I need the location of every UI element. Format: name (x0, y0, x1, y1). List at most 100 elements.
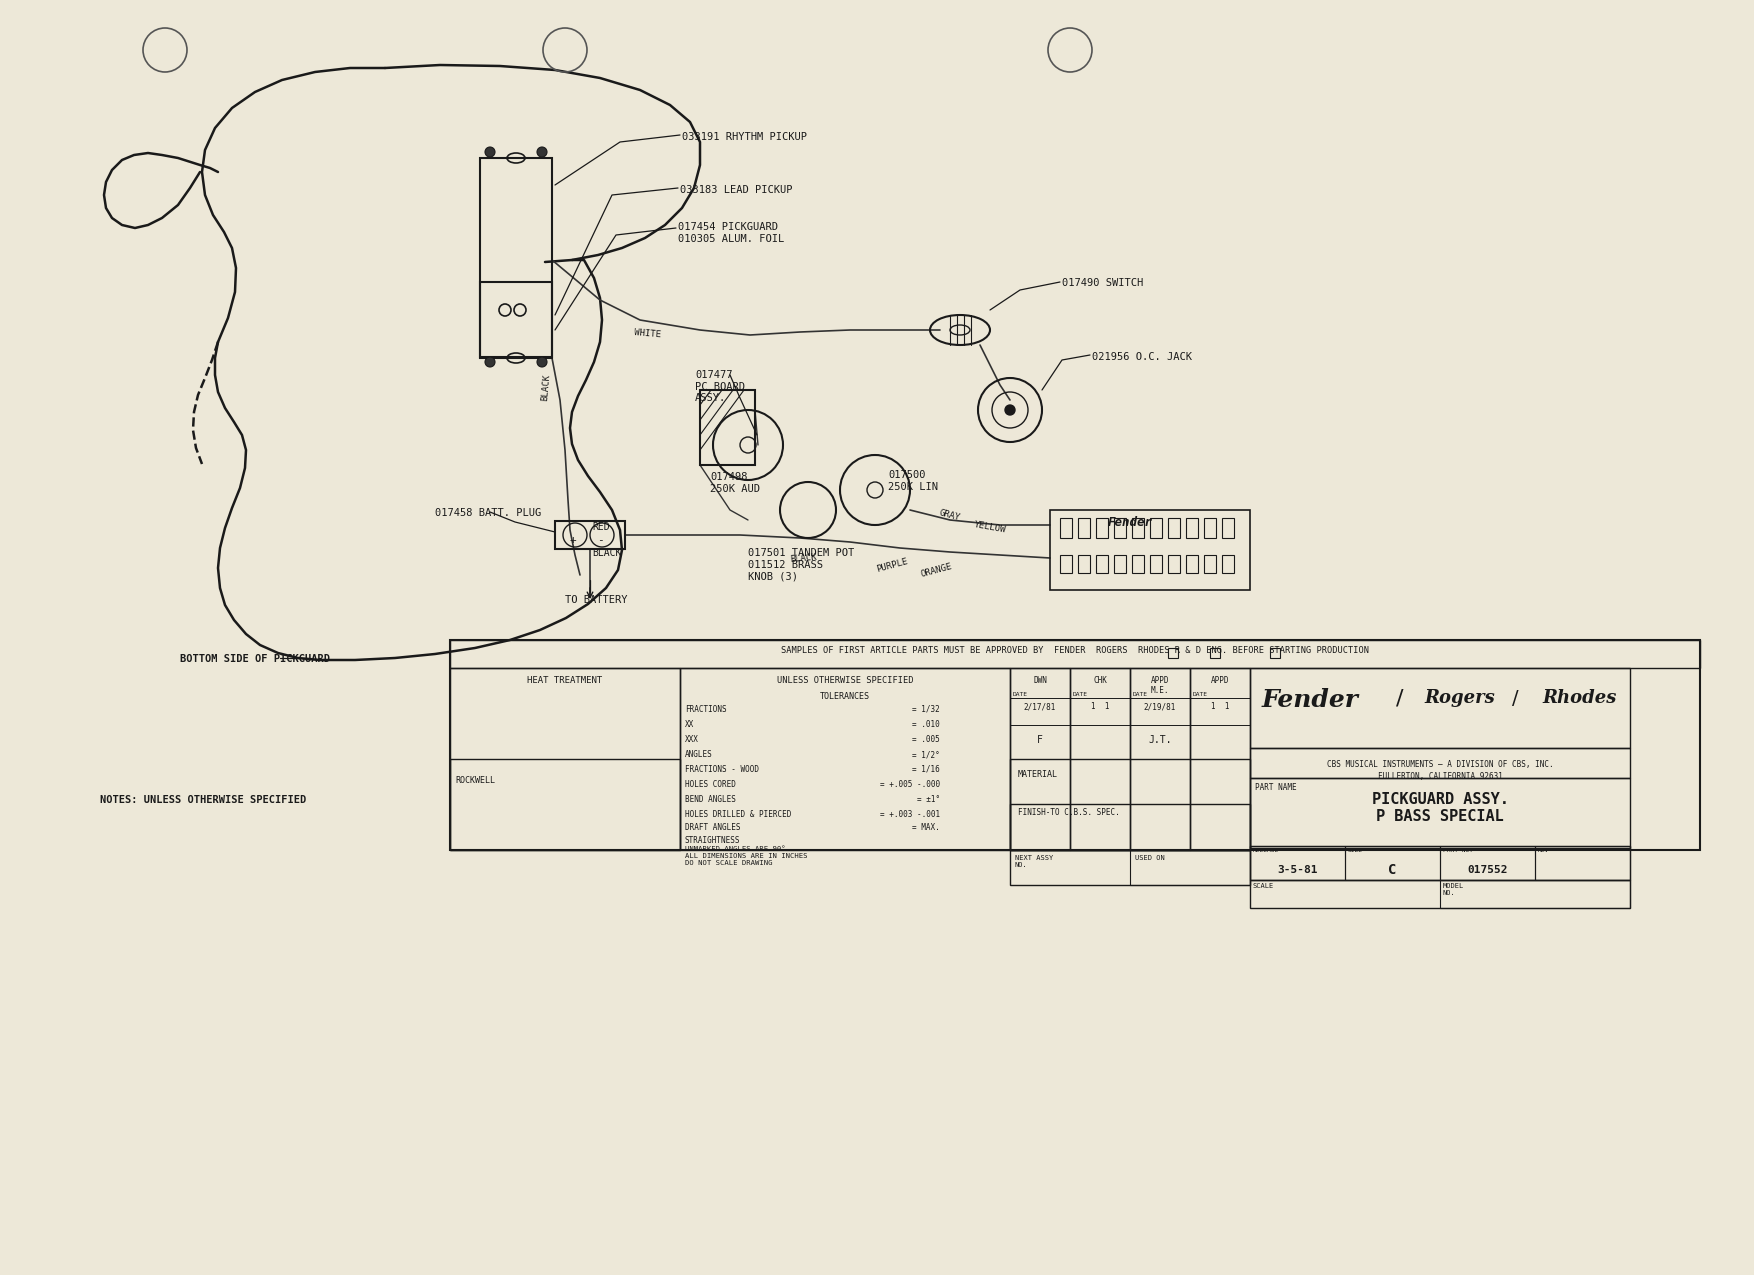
Circle shape (1005, 405, 1016, 414)
Bar (681, 668, 1010, 850)
Bar (1210, 648, 1221, 658)
Bar (1096, 518, 1109, 538)
Text: FINISH-TO C.B.S. SPEC.: FINISH-TO C.B.S. SPEC. (1017, 808, 1119, 817)
Circle shape (537, 147, 547, 157)
Bar (1270, 648, 1280, 658)
Text: DWN: DWN (1033, 676, 1047, 685)
Bar (451, 668, 681, 850)
Bar (1131, 518, 1144, 538)
Text: 017490 SWITCH: 017490 SWITCH (1061, 278, 1144, 288)
Bar (1010, 668, 1070, 850)
Bar (1059, 555, 1072, 572)
Text: ROCKWELL: ROCKWELL (454, 776, 495, 785)
Bar (1251, 847, 1629, 880)
Text: USED ON: USED ON (1135, 856, 1165, 861)
Text: BLACK: BLACK (789, 552, 817, 564)
Bar (1251, 748, 1629, 778)
Text: UNLESS OTHERWISE SPECIFIED: UNLESS OTHERWISE SPECIFIED (777, 676, 914, 685)
Bar (1114, 555, 1126, 572)
Text: = .010: = .010 (912, 720, 940, 729)
Text: PICKGUARD ASSY.
P BASS SPECIAL: PICKGUARD ASSY. P BASS SPECIAL (1372, 792, 1508, 824)
Circle shape (486, 147, 495, 157)
Text: C: C (1389, 863, 1396, 877)
Text: WHITE: WHITE (635, 328, 661, 339)
Bar (1010, 850, 1251, 885)
Text: ANGLES: ANGLES (686, 750, 712, 759)
Text: HEAT TREATMENT: HEAT TREATMENT (528, 676, 603, 685)
Text: STRAIGHTNESS: STRAIGHTNESS (686, 836, 740, 845)
Text: 2/17/81: 2/17/81 (1024, 703, 1056, 711)
Bar (1130, 850, 1251, 885)
Text: Rhodes: Rhodes (1544, 688, 1617, 708)
Text: 017477
PC BOARD
ASSY.: 017477 PC BOARD ASSY. (695, 370, 745, 403)
Bar (1168, 518, 1180, 538)
Text: RELEASE: RELEASE (1252, 848, 1279, 853)
Text: 017498
250K AUD: 017498 250K AUD (710, 472, 759, 493)
Bar (1096, 555, 1109, 572)
Bar (700, 390, 754, 465)
Bar (1251, 778, 1629, 848)
Text: Fender: Fender (1261, 688, 1358, 711)
Bar (1070, 668, 1130, 850)
Text: F: F (1037, 734, 1044, 745)
Text: XXX: XXX (686, 734, 698, 745)
Text: BEND ANGLES: BEND ANGLES (686, 796, 737, 805)
Text: ORANGE: ORANGE (921, 562, 954, 579)
Text: PURPLE: PURPLE (875, 557, 909, 574)
Text: GRAY: GRAY (938, 507, 961, 523)
Text: DATE: DATE (1133, 692, 1149, 697)
Bar (1010, 759, 1251, 850)
Bar (1251, 847, 1345, 880)
Bar (451, 759, 681, 850)
Text: HOLES DRILLED & PIERCED: HOLES DRILLED & PIERCED (686, 810, 791, 819)
Text: FRACTIONS - WOOD: FRACTIONS - WOOD (686, 765, 759, 774)
Text: RED: RED (593, 521, 610, 532)
Text: Rogers: Rogers (1424, 688, 1496, 708)
Text: YELLOW: YELLOW (973, 520, 1007, 534)
Text: MATERIAL: MATERIAL (1017, 770, 1058, 779)
Bar (1251, 880, 1629, 908)
Bar (1168, 555, 1180, 572)
Text: BLACK: BLACK (593, 548, 621, 558)
Text: = 1/32: = 1/32 (912, 705, 940, 714)
Bar (1186, 518, 1198, 538)
Bar (1130, 668, 1189, 850)
Text: = MAX.: = MAX. (912, 822, 940, 833)
Text: DATE: DATE (1193, 692, 1209, 697)
Bar (1535, 847, 1629, 880)
Text: CBS MUSICAL INSTRUMENTS — A DIVISION OF CBS, INC.: CBS MUSICAL INSTRUMENTS — A DIVISION OF … (1326, 760, 1554, 770)
Bar (1010, 805, 1251, 850)
Bar (1203, 555, 1216, 572)
Text: +: + (570, 536, 577, 544)
Bar (1079, 518, 1089, 538)
Text: J.T.: J.T. (1149, 734, 1172, 745)
Bar (1223, 518, 1235, 538)
Text: FULLERTON, CALIFORNIA 92631: FULLERTON, CALIFORNIA 92631 (1377, 771, 1503, 780)
Text: DATE: DATE (1073, 692, 1087, 697)
Bar (451, 640, 1700, 668)
Circle shape (486, 357, 495, 367)
Text: TOLERANCES: TOLERANCES (821, 692, 870, 701)
Bar (1079, 555, 1089, 572)
Text: = 1/16: = 1/16 (912, 765, 940, 774)
Bar (1223, 555, 1235, 572)
Text: BLACK: BLACK (540, 374, 551, 400)
Text: UNMARKED ANGLES ARE 90°
ALL DIMENSIONS ARE IN INCHES
DO NOT SCALE DRAWING: UNMARKED ANGLES ARE 90° ALL DIMENSIONS A… (686, 847, 807, 866)
Text: = +.005 -.000: = +.005 -.000 (881, 780, 940, 789)
Bar (481, 282, 553, 357)
Text: 1  1: 1 1 (1091, 703, 1109, 711)
Text: = +.003 -.001: = +.003 -.001 (881, 810, 940, 819)
Text: -: - (596, 536, 603, 544)
Text: 021956 O.C. JACK: 021956 O.C. JACK (1093, 352, 1193, 362)
Text: NOTES: UNLESS OTHERWISE SPECIFIED: NOTES: UNLESS OTHERWISE SPECIFIED (100, 796, 307, 805)
Bar (1203, 518, 1216, 538)
Text: SAMPLES OF FIRST ARTICLE PARTS MUST BE APPROVED BY  FENDER  ROGERS  RHODES R & D: SAMPLES OF FIRST ARTICLE PARTS MUST BE A… (781, 646, 1370, 655)
Text: APPD
M.E.: APPD M.E. (1151, 676, 1170, 695)
Text: MODEL
NO.: MODEL NO. (1444, 884, 1465, 896)
Text: /: / (1512, 688, 1519, 708)
Text: SCALE: SCALE (1252, 884, 1273, 889)
Bar (554, 521, 624, 550)
Bar (1051, 510, 1251, 590)
Text: FRACTIONS: FRACTIONS (686, 705, 726, 714)
Bar (1059, 518, 1072, 538)
